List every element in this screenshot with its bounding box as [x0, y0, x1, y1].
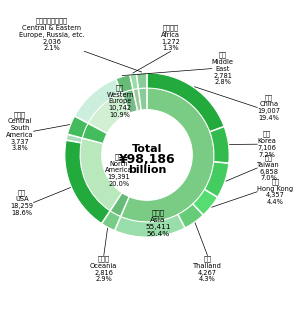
- Wedge shape: [139, 88, 147, 110]
- Text: アジア
Asia
55,411
56.4%: アジア Asia 55,411 56.4%: [145, 209, 171, 237]
- Text: ¥98,186: ¥98,186: [119, 153, 175, 166]
- Text: 米国
USA
18,259
18.6%: 米国 USA 18,259 18.6%: [11, 189, 34, 216]
- Wedge shape: [80, 139, 122, 211]
- Text: 大洋州
Oceania
2,816
2.9%: 大洋州 Oceania 2,816 2.9%: [90, 255, 118, 282]
- Text: 中国
China
19,007
19.4%: 中国 China 19,007 19.4%: [257, 94, 280, 121]
- Text: 香港
Hong Kong
4,357
4.4%: 香港 Hong Kong 4,357 4.4%: [257, 178, 293, 205]
- Wedge shape: [178, 204, 203, 228]
- Wedge shape: [130, 74, 138, 90]
- Wedge shape: [75, 79, 121, 123]
- Text: 中南米
Central
South
America
3,737
3.8%: 中南米 Central South America 3,737 3.8%: [6, 111, 34, 151]
- Circle shape: [103, 111, 191, 199]
- Wedge shape: [66, 135, 82, 143]
- Text: 中東
Middle
East
2,781
2.8%: 中東 Middle East 2,781 2.8%: [212, 52, 234, 85]
- Wedge shape: [205, 162, 229, 197]
- Text: 台湾
Taiwan
6,858
7.0%: 台湾 Taiwan 6,858 7.0%: [257, 154, 280, 181]
- Text: Total: Total: [132, 144, 162, 153]
- Wedge shape: [68, 117, 88, 138]
- Wedge shape: [147, 73, 224, 131]
- Text: 韓国
Korea
7,106
7.2%: 韓国 Korea 7,106 7.2%: [257, 131, 276, 157]
- Wedge shape: [116, 75, 133, 93]
- Text: タイ
Thailand
4,267
4.3%: タイ Thailand 4,267 4.3%: [193, 255, 222, 282]
- Wedge shape: [133, 89, 141, 111]
- Text: 西欧
Western
Europe
10,742
10.9%: 西欧 Western Europe 10,742 10.9%: [106, 84, 134, 118]
- Wedge shape: [82, 124, 107, 143]
- Wedge shape: [88, 93, 130, 133]
- Wedge shape: [137, 73, 147, 89]
- Text: アフリカ
Africa
1,272
1.3%: アフリカ Africa 1,272 1.3%: [161, 24, 180, 51]
- Wedge shape: [121, 88, 214, 222]
- Wedge shape: [210, 127, 229, 163]
- Wedge shape: [110, 193, 129, 216]
- Wedge shape: [193, 190, 217, 215]
- Text: billion: billion: [128, 165, 166, 175]
- Wedge shape: [102, 211, 120, 230]
- Text: 中東欧・ロシア等
Central & Eastern
Europe, Russia, etc.
2,036
2.1%: 中東欧・ロシア等 Central & Eastern Europe, Russi…: [19, 18, 84, 51]
- Wedge shape: [115, 215, 184, 237]
- Wedge shape: [122, 90, 137, 113]
- Text: 北米
North
America
19,391
20.0%: 北米 North America 19,391 20.0%: [105, 153, 133, 187]
- Wedge shape: [65, 140, 110, 223]
